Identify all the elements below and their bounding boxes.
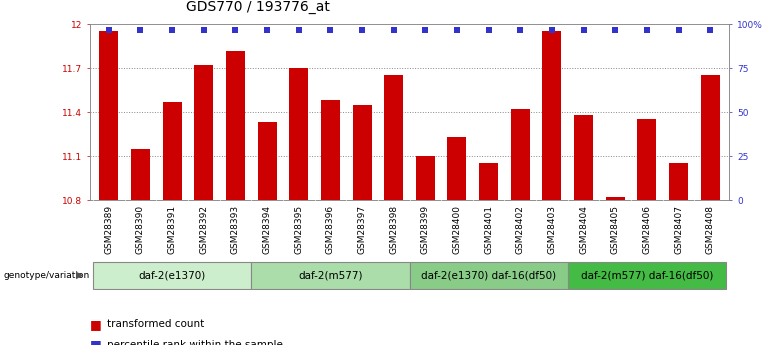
Bar	[162, 102, 182, 200]
Bar	[257, 122, 277, 200]
Text: ■: ■	[90, 338, 101, 345]
Text: daf-2(m577): daf-2(m577)	[298, 270, 363, 280]
Bar	[448, 137, 466, 200]
Text: ▶: ▶	[76, 270, 83, 280]
Text: GSM28396: GSM28396	[326, 205, 335, 254]
Text: GSM28404: GSM28404	[579, 205, 588, 254]
Bar	[99, 31, 119, 200]
Bar	[542, 31, 562, 200]
Text: GSM28391: GSM28391	[168, 205, 176, 254]
Text: GSM28393: GSM28393	[231, 205, 240, 254]
Text: GSM28398: GSM28398	[389, 205, 398, 254]
Text: GSM28407: GSM28407	[674, 205, 683, 254]
Bar	[700, 76, 720, 200]
Text: transformed count: transformed count	[107, 319, 204, 329]
Bar	[353, 105, 371, 200]
Bar	[568, 262, 726, 289]
Bar	[637, 119, 657, 200]
Text: GSM28399: GSM28399	[421, 205, 430, 254]
Text: GSM28397: GSM28397	[357, 205, 367, 254]
Text: GSM28394: GSM28394	[263, 205, 271, 254]
Text: GSM28402: GSM28402	[516, 205, 525, 254]
Bar	[131, 149, 150, 200]
Text: GSM28400: GSM28400	[452, 205, 462, 254]
Text: percentile rank within the sample: percentile rank within the sample	[107, 340, 282, 345]
Bar	[321, 100, 340, 200]
Bar	[410, 262, 568, 289]
Bar	[669, 164, 688, 200]
Text: GSM28403: GSM28403	[548, 205, 556, 254]
Bar	[416, 156, 434, 200]
Text: GSM28389: GSM28389	[105, 205, 113, 254]
Bar	[574, 115, 593, 200]
Text: GSM28392: GSM28392	[199, 205, 208, 254]
Text: daf-2(m577) daf-16(df50): daf-2(m577) daf-16(df50)	[581, 270, 713, 280]
Bar	[289, 68, 308, 200]
Text: GSM28401: GSM28401	[484, 205, 493, 254]
Text: ■: ■	[90, 318, 101, 331]
Text: GSM28408: GSM28408	[706, 205, 714, 254]
Text: daf-2(e1370) daf-16(df50): daf-2(e1370) daf-16(df50)	[421, 270, 556, 280]
Text: GSM28405: GSM28405	[611, 205, 620, 254]
Bar	[606, 197, 625, 200]
Bar	[479, 164, 498, 200]
Bar	[194, 65, 213, 200]
Text: GSM28395: GSM28395	[294, 205, 303, 254]
Text: GSM28390: GSM28390	[136, 205, 145, 254]
Bar	[385, 76, 403, 200]
Bar	[511, 109, 530, 200]
Text: GDS770 / 193776_at: GDS770 / 193776_at	[186, 0, 329, 14]
Text: GSM28406: GSM28406	[643, 205, 651, 254]
Bar	[93, 262, 251, 289]
Bar	[251, 262, 410, 289]
Text: daf-2(e1370): daf-2(e1370)	[138, 270, 206, 280]
Bar	[226, 50, 245, 200]
Text: genotype/variation: genotype/variation	[4, 270, 90, 280]
